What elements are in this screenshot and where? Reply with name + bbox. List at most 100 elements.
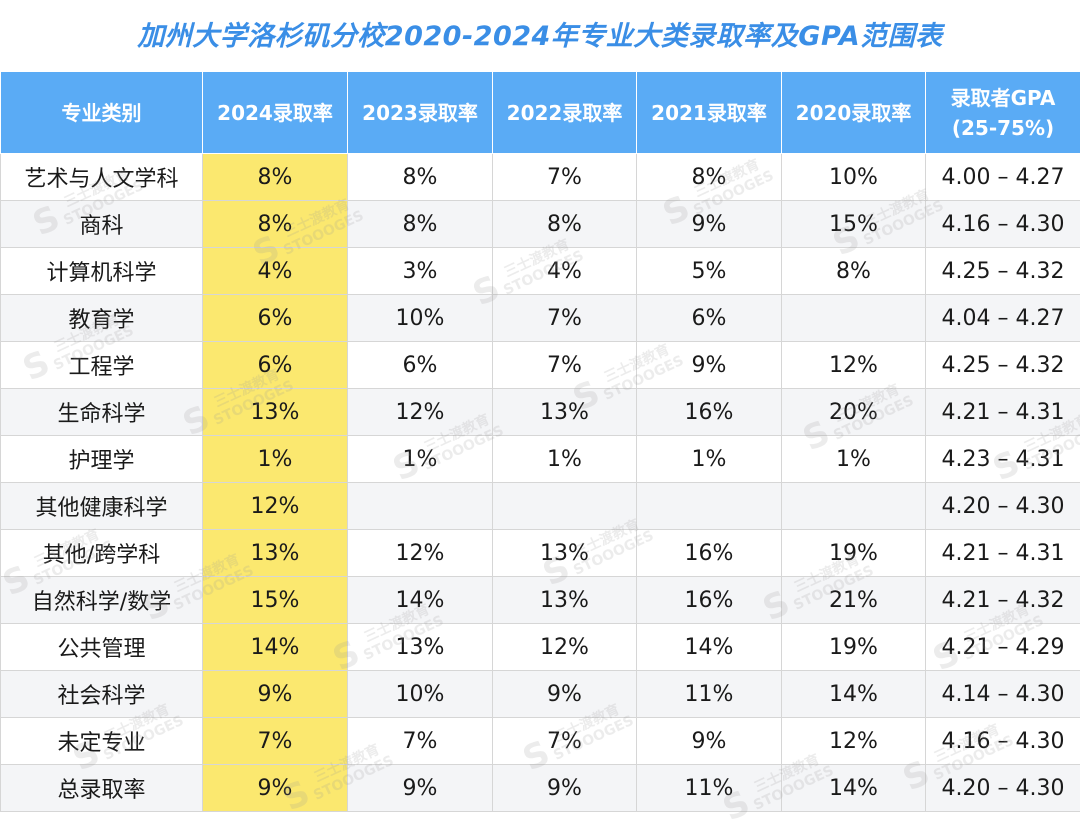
cell-rate-2024: 1% <box>203 436 348 483</box>
cell-major: 商科 <box>1 201 203 248</box>
cell-rate-2022 <box>493 483 637 530</box>
cell-rate-2023: 1% <box>348 436 493 483</box>
cell-major: 艺术与人文学科 <box>1 154 203 201</box>
cell-rate-2023: 10% <box>348 671 493 718</box>
cell-rate-2024: 7% <box>203 718 348 765</box>
cell-rate-2020: 14% <box>782 671 926 718</box>
cell-major: 工程学 <box>1 342 203 389</box>
cell-rate-2020: 21% <box>782 577 926 624</box>
cell-rate-2023: 13% <box>348 624 493 671</box>
cell-major: 公共管理 <box>1 624 203 671</box>
cell-gpa-range: 4.21 – 4.31 <box>926 530 1080 577</box>
cell-rate-2022: 9% <box>493 765 637 812</box>
cell-rate-2024: 15% <box>203 577 348 624</box>
cell-rate-2024: 8% <box>203 201 348 248</box>
cell-rate-2024: 13% <box>203 530 348 577</box>
cell-rate-2024: 13% <box>203 389 348 436</box>
cell-rate-2021: 9% <box>637 718 782 765</box>
cell-gpa-range: 4.21 – 4.32 <box>926 577 1080 624</box>
cell-gpa-range: 4.16 – 4.30 <box>926 718 1080 765</box>
cell-rate-2021: 16% <box>637 530 782 577</box>
cell-rate-2020: 12% <box>782 342 926 389</box>
cell-rate-2023: 3% <box>348 248 493 295</box>
cell-rate-2022: 13% <box>493 577 637 624</box>
page-title: 加州大学洛杉矶分校2020-2024年专业大类录取率及GPA范围表 <box>0 14 1080 53</box>
cell-rate-2020: 19% <box>782 530 926 577</box>
cell-rate-2023: 6% <box>348 342 493 389</box>
cell-rate-2022: 7% <box>493 718 637 765</box>
cell-rate-2023: 12% <box>348 389 493 436</box>
cell-rate-2021: 11% <box>637 671 782 718</box>
header-2021: 2021录取率 <box>637 72 782 154</box>
header-2020: 2020录取率 <box>782 72 926 154</box>
header-gpa-label: 录取者GPA <box>951 86 1056 110</box>
cell-rate-2024: 6% <box>203 295 348 342</box>
header-2023: 2023录取率 <box>348 72 493 154</box>
cell-rate-2020: 8% <box>782 248 926 295</box>
cell-rate-2020: 20% <box>782 389 926 436</box>
cell-rate-2023: 14% <box>348 577 493 624</box>
cell-rate-2024: 9% <box>203 671 348 718</box>
cell-major: 其他健康科学 <box>1 483 203 530</box>
cell-rate-2021: 9% <box>637 342 782 389</box>
cell-rate-2021: 1% <box>637 436 782 483</box>
cell-rate-2021: 11% <box>637 765 782 812</box>
cell-rate-2021: 5% <box>637 248 782 295</box>
header-gpa: 录取者GPA (25-75%) <box>926 72 1080 154</box>
cell-major: 社会科学 <box>1 671 203 718</box>
cell-major: 未定专业 <box>1 718 203 765</box>
cell-rate-2022: 1% <box>493 436 637 483</box>
table-header-row: 专业类别 2024录取率 2023录取率 2022录取率 2021录取率 202… <box>1 72 1080 154</box>
cell-rate-2024: 4% <box>203 248 348 295</box>
cell-rate-2020: 14% <box>782 765 926 812</box>
cell-rate-2020: 12% <box>782 718 926 765</box>
cell-major: 其他/跨学科 <box>1 530 203 577</box>
cell-gpa-range: 4.04 – 4.27 <box>926 295 1080 342</box>
cell-rate-2022: 13% <box>493 530 637 577</box>
cell-major: 生命科学 <box>1 389 203 436</box>
cell-gpa-range: 4.00 – 4.27 <box>926 154 1080 201</box>
cell-rate-2023: 12% <box>348 530 493 577</box>
cell-rate-2024: 9% <box>203 765 348 812</box>
cell-rate-2024: 8% <box>203 154 348 201</box>
cell-gpa-range: 4.21 – 4.29 <box>926 624 1080 671</box>
cell-rate-2020 <box>782 483 926 530</box>
cell-gpa-range: 4.25 – 4.32 <box>926 342 1080 389</box>
cell-rate-2024: 12% <box>203 483 348 530</box>
cell-major: 教育学 <box>1 295 203 342</box>
cell-rate-2022: 12% <box>493 624 637 671</box>
admission-table: 专业类别 2024录取率 2023录取率 2022录取率 2021录取率 202… <box>0 71 1080 812</box>
cell-gpa-range: 4.21 – 4.31 <box>926 389 1080 436</box>
cell-gpa-range: 4.14 – 4.30 <box>926 671 1080 718</box>
cell-gpa-range: 4.23 – 4.31 <box>926 436 1080 483</box>
cell-rate-2023: 8% <box>348 154 493 201</box>
cell-rate-2021: 16% <box>637 577 782 624</box>
cell-rate-2021: 6% <box>637 295 782 342</box>
header-gpa-range: (25-75%) <box>952 116 1054 140</box>
cell-rate-2022: 13% <box>493 389 637 436</box>
header-2022: 2022录取率 <box>493 72 637 154</box>
cell-rate-2022: 9% <box>493 671 637 718</box>
cell-rate-2022: 7% <box>493 154 637 201</box>
cell-gpa-range: 4.25 – 4.32 <box>926 248 1080 295</box>
header-2024: 2024录取率 <box>203 72 348 154</box>
cell-gpa-range: 4.16 – 4.30 <box>926 201 1080 248</box>
cell-rate-2023: 7% <box>348 718 493 765</box>
cell-rate-2021: 14% <box>637 624 782 671</box>
cell-major: 计算机科学 <box>1 248 203 295</box>
header-major: 专业类别 <box>1 72 203 154</box>
cell-gpa-range: 4.20 – 4.30 <box>926 765 1080 812</box>
